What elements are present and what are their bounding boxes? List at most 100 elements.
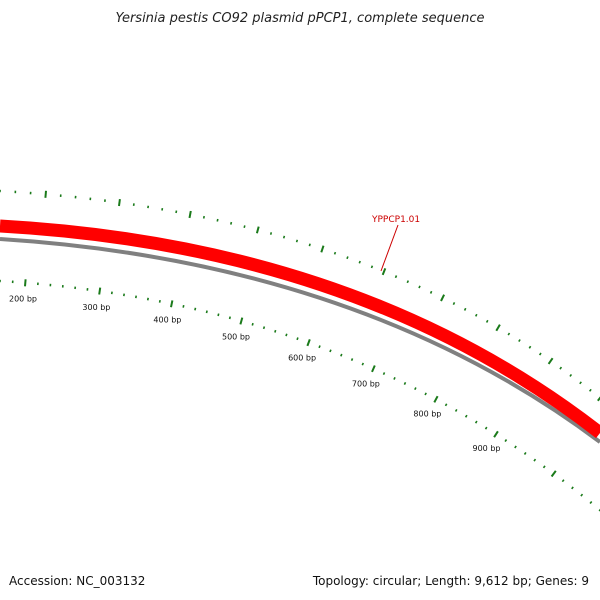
- inner-minor-tick: [350, 358, 354, 361]
- inner-major-tick: [306, 339, 311, 347]
- inner-minor-tick: [382, 372, 386, 376]
- inner-minor-tick: [464, 414, 468, 418]
- outer-minor-tick: [358, 260, 361, 264]
- inner-minor-tick: [296, 337, 299, 341]
- inner-minor-tick: [580, 493, 584, 497]
- inner-major-tick: [550, 470, 557, 478]
- outer-major-tick: [188, 210, 192, 219]
- inner-minor-tick: [262, 326, 266, 330]
- inner-minor-tick: [444, 403, 448, 407]
- outer-major-tick: [44, 190, 47, 198]
- outer-minor-tick: [333, 251, 337, 255]
- outer-minor-tick: [538, 352, 542, 356]
- outer-minor-tick: [507, 332, 511, 336]
- outer-major-tick: [320, 245, 325, 253]
- inner-minor-tick: [361, 362, 365, 366]
- inner-minor-tick: [484, 426, 488, 430]
- inner-minor-tick: [598, 508, 600, 512]
- inner-minor-tick: [329, 349, 332, 353]
- outer-minor-tick: [406, 280, 410, 284]
- outer-minor-tick: [370, 265, 374, 269]
- outer-minor-tick: [282, 235, 286, 239]
- outer-tick-ring: [0, 189, 600, 402]
- outer-minor-tick: [485, 319, 489, 323]
- backbone-strand: [0, 237, 600, 444]
- outer-minor-tick: [569, 373, 573, 377]
- accession-label: Accession: NC_003132: [9, 574, 146, 588]
- scale-label: 200 bp: [9, 295, 37, 304]
- outer-minor-tick: [588, 388, 592, 392]
- gene-label-yppcp1-01[interactable]: YPPCP1.01: [371, 215, 420, 225]
- outer-minor-tick: [269, 232, 273, 235]
- outer-major-tick: [118, 198, 121, 207]
- outer-minor-tick: [216, 218, 219, 222]
- outer-minor-tick: [394, 275, 398, 279]
- inner-minor-tick: [542, 465, 546, 469]
- inner-minor-tick: [146, 297, 149, 301]
- outer-minor-tick: [243, 225, 246, 228]
- outer-minor-tick: [452, 302, 456, 306]
- outer-minor-tick: [518, 339, 521, 343]
- inner-minor-tick: [340, 353, 343, 357]
- outer-minor-tick: [418, 285, 421, 289]
- inner-minor-tick: [182, 304, 185, 308]
- inner-minor-tick: [523, 451, 527, 455]
- scale-label: 300 bp: [82, 303, 110, 312]
- outer-minor-tick: [559, 366, 563, 370]
- gene-label-leader-line: [380, 224, 399, 272]
- inner-minor-tick: [274, 329, 277, 333]
- inner-major-tick: [24, 279, 27, 287]
- outer-major-tick: [381, 268, 387, 276]
- inner-major-tick: [433, 395, 439, 403]
- inner-minor-tick: [205, 310, 208, 314]
- outer-minor-tick: [202, 215, 205, 219]
- page-title: Yersinia pestis CO92 plasmid pPCP1, comp…: [115, 11, 485, 26]
- scale-label: 500 bp: [222, 332, 250, 341]
- scale-label: 400 bp: [153, 316, 181, 325]
- inner-major-tick: [239, 317, 244, 325]
- inner-major-tick: [98, 287, 102, 295]
- scale-label: 800 bp: [413, 409, 441, 418]
- outer-major-tick: [495, 324, 501, 332]
- inner-minor-tick: [424, 392, 427, 396]
- outer-major-tick: [255, 226, 260, 234]
- inner-minor-tick: [194, 307, 197, 311]
- scale-label: 700 bp: [352, 379, 380, 388]
- outer-minor-tick: [528, 345, 532, 349]
- inner-minor-tick: [285, 333, 288, 337]
- outer-minor-tick: [579, 381, 582, 385]
- outer-minor-tick: [463, 307, 467, 311]
- inner-minor-tick: [393, 376, 396, 380]
- outer-minor-tick: [295, 239, 299, 243]
- topology-summary: Topology: circular; Length: 9,612 bp; Ge…: [312, 574, 589, 588]
- outer-minor-tick: [346, 256, 349, 260]
- inner-minor-tick: [414, 387, 417, 391]
- outer-minor-tick: [230, 221, 233, 225]
- inner-minor-tick: [533, 458, 537, 462]
- outer-major-tick: [440, 294, 445, 302]
- inner-minor-tick: [251, 322, 254, 326]
- outer-major-tick: [547, 357, 554, 365]
- inner-minor-tick: [454, 409, 458, 412]
- inner-minor-tick: [228, 316, 231, 320]
- inner-minor-tick: [403, 381, 407, 385]
- inner-minor-tick: [318, 345, 321, 349]
- inner-minor-tick: [504, 439, 508, 443]
- inner-minor-tick: [217, 313, 220, 317]
- inner-minor-tick: [474, 420, 478, 424]
- inner-minor-tick: [158, 299, 161, 303]
- inner-major-tick: [493, 430, 499, 438]
- inner-minor-tick: [589, 501, 593, 504]
- scale-label: 600 bp: [288, 354, 316, 363]
- inner-minor-tick: [571, 486, 574, 490]
- scale-label-group: 200 bp 300 bp 400 bp 500 bp 600 bp 700 bp 800 …: [9, 295, 500, 453]
- outer-minor-tick: [474, 313, 478, 317]
- outer-minor-tick: [429, 290, 433, 294]
- scale-label: 900 bp: [473, 444, 501, 453]
- inner-major-tick: [170, 300, 174, 308]
- gene-feature-yppcp1-01[interactable]: [0, 219, 600, 439]
- inner-minor-tick: [514, 445, 517, 449]
- outer-minor-tick: [308, 243, 311, 247]
